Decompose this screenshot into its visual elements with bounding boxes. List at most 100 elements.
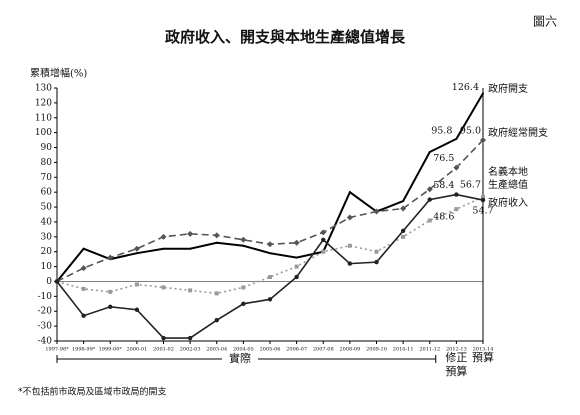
point	[400, 205, 407, 212]
point	[267, 297, 273, 302]
point	[294, 264, 299, 269]
point	[454, 192, 459, 197]
point	[269, 252, 271, 255]
point	[267, 241, 273, 248]
point	[346, 214, 353, 221]
x-tick-label: 2008-09	[339, 347, 360, 353]
y-axis-label: 累積增幅(%)	[30, 67, 87, 80]
point	[348, 191, 351, 194]
y-tick-label: 110	[35, 113, 52, 123]
point	[374, 259, 379, 265]
point	[82, 247, 85, 250]
point	[242, 244, 245, 247]
y-tick-label: 120	[35, 98, 52, 108]
series-line	[56, 139, 484, 283]
y-tick-label: 0	[46, 277, 52, 287]
point	[481, 195, 485, 200]
point	[454, 207, 459, 212]
point	[134, 307, 140, 312]
point	[482, 92, 484, 95]
point	[108, 304, 113, 309]
data-label: 95.8	[431, 125, 452, 136]
x-tick-label: 2005-06	[260, 347, 281, 353]
point	[426, 186, 433, 193]
point	[374, 249, 379, 254]
point	[54, 279, 60, 284]
data-label: 95.0	[460, 126, 481, 137]
point	[133, 245, 140, 252]
point	[214, 317, 219, 323]
point	[480, 197, 486, 203]
point	[347, 243, 352, 248]
point	[213, 232, 220, 239]
actual-label: 實際	[229, 351, 251, 365]
data-label: 56.7	[460, 180, 481, 191]
point	[402, 200, 405, 203]
point	[453, 164, 460, 171]
series-line	[56, 193, 484, 339]
data-label: 58.4	[433, 180, 454, 191]
y-tick-label: 130	[35, 84, 52, 94]
revised-label: 預算	[445, 364, 467, 378]
point	[294, 274, 299, 280]
point	[240, 236, 247, 243]
data-label: 48.6	[433, 212, 454, 223]
series-name: 政府經常開支	[488, 128, 548, 139]
y-tick-label: -30	[38, 322, 53, 332]
x-tick-label: 2011-12	[419, 347, 440, 353]
point	[107, 254, 114, 261]
point	[214, 291, 219, 296]
point	[187, 230, 194, 237]
data-label: 126.4	[452, 82, 479, 93]
y-tick-label: -10	[38, 292, 53, 302]
point	[347, 261, 353, 266]
point	[81, 286, 86, 291]
y-tick-label: 10	[41, 262, 53, 272]
x-tick-label: 2002-03	[180, 347, 201, 353]
point	[189, 247, 192, 250]
budget-label: 預算	[472, 350, 494, 364]
x-tick-label: 1999-00*	[99, 347, 123, 353]
y-tick-label: -20	[38, 307, 53, 317]
point	[321, 237, 326, 242]
point	[80, 265, 87, 272]
point	[400, 228, 406, 234]
y-tick-label: 60	[41, 188, 53, 198]
data-label: 76.5	[433, 153, 454, 164]
x-tick-label: 2010-11	[393, 347, 414, 353]
x-tick-label: 2007-08	[313, 347, 334, 353]
x-tick-label: 1998-99*	[72, 347, 96, 353]
x-tick-label: 2009-10	[366, 347, 387, 353]
x-tick-label: 2012-13	[446, 347, 467, 353]
y-tick-label: -40	[38, 337, 53, 347]
y-tick-label: 80	[41, 158, 53, 168]
data-label: 54.7	[472, 206, 493, 217]
point	[108, 289, 113, 294]
point	[135, 252, 138, 255]
x-tick-label: 2003-04	[206, 347, 227, 353]
x-tick-label: 1997-98*	[45, 347, 69, 353]
revised-label: 修正	[445, 350, 467, 364]
y-tick-label: 40	[41, 217, 53, 227]
series-name: 政府開支	[488, 84, 528, 95]
point	[241, 285, 246, 290]
point	[320, 229, 327, 236]
point	[134, 282, 139, 287]
point	[427, 218, 432, 223]
x-tick-label: 2000-01	[126, 347, 147, 353]
point	[480, 137, 486, 144]
point	[428, 150, 431, 153]
point	[321, 249, 326, 254]
y-tick-label: 50	[41, 203, 53, 213]
point	[241, 301, 246, 306]
point	[401, 234, 406, 239]
series-name: 名義本地生產總值	[488, 167, 528, 191]
point	[293, 239, 300, 246]
point	[161, 285, 166, 290]
point	[295, 256, 298, 259]
footnote: *不包括前市政局及區域市政局的開支	[18, 386, 167, 398]
figure-label: 圖六	[533, 15, 557, 29]
point	[187, 335, 193, 341]
